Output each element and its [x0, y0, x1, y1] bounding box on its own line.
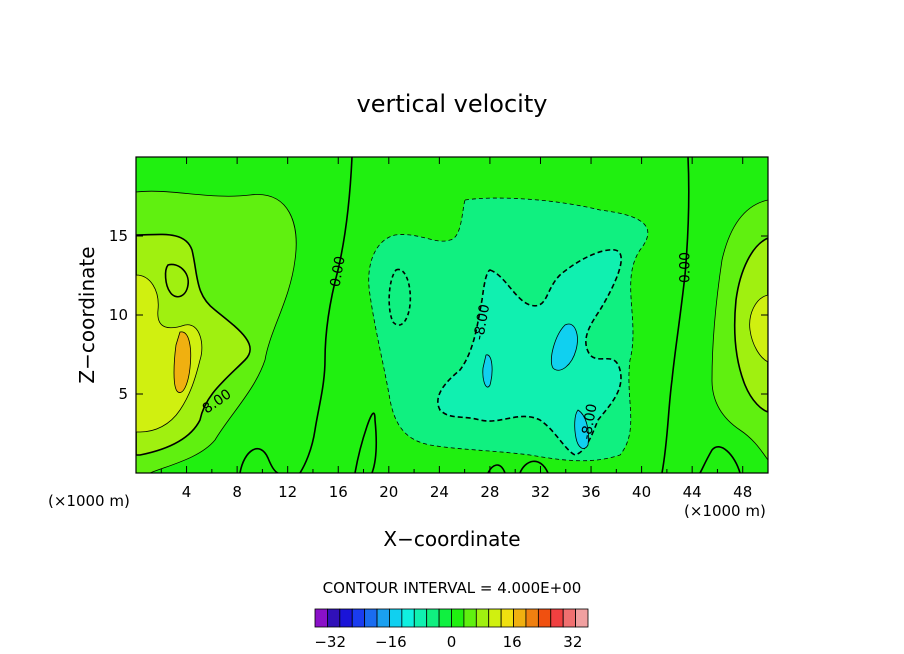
field-neg-12	[550, 323, 578, 371]
x-tick-label: 20	[379, 483, 398, 501]
y-tick-label: 10	[109, 306, 128, 324]
y-tick-label: 5	[118, 385, 128, 403]
colorbar-tick-label: −16	[375, 633, 407, 651]
colorbar-swatch	[537, 608, 552, 628]
zero-contour-left	[299, 157, 353, 473]
field-neg-12b	[574, 409, 589, 449]
colorbar-swatch	[401, 608, 415, 628]
x-tick-label: 24	[430, 483, 449, 501]
colorbar-swatch	[364, 608, 378, 628]
x-tick-label: 12	[278, 483, 297, 501]
colorbar-swatch	[339, 608, 353, 628]
colorbar-swatch	[550, 608, 564, 628]
x-tick-label: 28	[480, 483, 499, 501]
colorbar-tick-label: 32	[563, 633, 582, 651]
colorbar-swatch	[451, 608, 465, 628]
colorbar-swatch	[389, 608, 403, 628]
colorbar-swatch	[488, 608, 502, 628]
colorbar-swatch	[426, 608, 440, 628]
colorbar-swatch	[438, 608, 452, 628]
colorbar-tick-label: 0	[447, 633, 457, 651]
colorbar-tick-label: −32	[314, 633, 346, 651]
x-unit-left: (×1000 m)	[48, 492, 130, 510]
field-neg-8	[437, 249, 622, 456]
colorbar	[314, 608, 589, 628]
colorbar-swatch	[376, 608, 390, 628]
x-tick-label: 44	[683, 483, 702, 501]
contour-label: 0.00	[678, 252, 694, 283]
x-tick-label: 36	[581, 483, 600, 501]
colorbar-swatch	[475, 608, 490, 628]
field-left-high-16	[164, 263, 189, 298]
x-tick-label: 40	[632, 483, 651, 501]
contour-label: -8.00	[471, 303, 493, 341]
chart-title: vertical velocity	[357, 90, 548, 118]
colorbar-swatch	[513, 608, 527, 628]
contour-label: -8.00	[579, 403, 601, 441]
contour-interval-label: CONTOUR INTERVAL = 4.000E+00	[323, 579, 582, 597]
colorbar-swatch	[327, 608, 341, 628]
field-neg-12c	[482, 354, 493, 388]
colorbar-swatch	[575, 608, 589, 628]
colorbar-swatch	[562, 608, 576, 628]
colorbar-tick-label: 16	[503, 633, 522, 651]
zero-contour-right	[661, 157, 690, 473]
field-neg-small	[388, 268, 412, 326]
colorbar-swatch	[413, 608, 428, 628]
x-tick-label: 32	[531, 483, 550, 501]
contour-fields	[136, 157, 768, 473]
x-ticks: 4 8 12 16 20 24 28 32 36 40 44 48	[160, 157, 752, 501]
x-tick-label: 16	[329, 483, 348, 501]
x-axis-label: X−coordinate	[383, 527, 520, 551]
field-right-16	[749, 294, 768, 363]
y-tick-label: 15	[109, 227, 128, 245]
field-left-20	[173, 331, 192, 393]
field-left-16	[136, 274, 203, 433]
x-tick-label: 8	[232, 483, 242, 501]
zero-contour-bottom	[239, 412, 741, 473]
contour-label: 0.00	[328, 255, 349, 288]
colorbar-swatch	[463, 608, 477, 628]
colorbar-swatch	[500, 608, 514, 628]
y-axis-label: Z−coordinate	[75, 246, 99, 383]
y-ticks: 5 10 15	[109, 227, 768, 403]
x-unit-right: (×1000 m)	[684, 502, 766, 520]
x-tick-label: 48	[733, 483, 752, 501]
x-tick-label: 4	[182, 483, 192, 501]
colorbar-ticks: −32 −16 0 16 32	[314, 633, 582, 651]
colorbar-swatch	[314, 608, 328, 628]
colorbar-swatch	[351, 608, 366, 628]
colorbar-swatch	[525, 608, 539, 628]
